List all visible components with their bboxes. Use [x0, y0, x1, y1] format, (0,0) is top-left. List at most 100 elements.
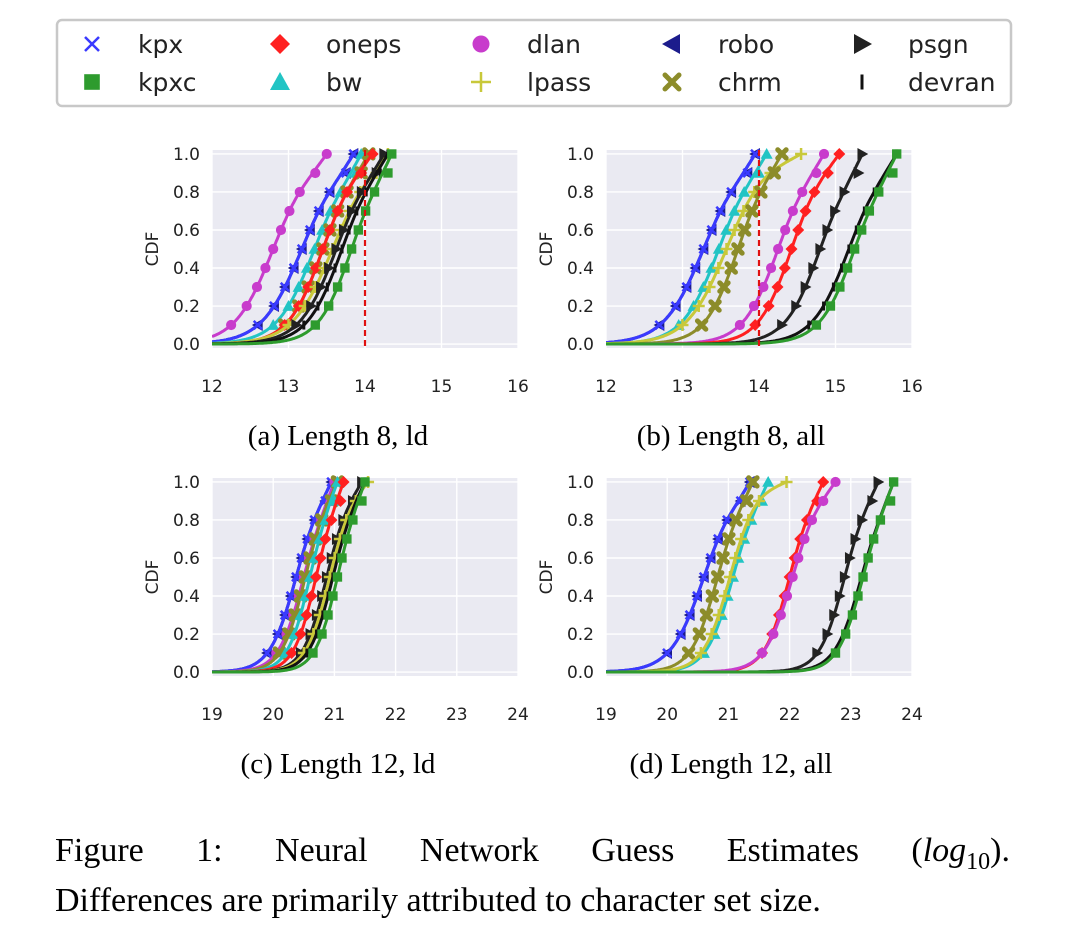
data-point-chrm — [708, 299, 722, 313]
data-point-kpxc — [874, 187, 884, 197]
data-point-kpxc — [857, 225, 867, 235]
data-point-kpxc — [357, 496, 367, 506]
data-point-kpxc — [324, 301, 334, 311]
data-point-kpx — [681, 281, 692, 293]
data-point-lpass — [735, 532, 748, 545]
data-point-lpass — [729, 551, 742, 564]
data-point-chrm — [740, 494, 754, 508]
data-point-kpx — [705, 552, 716, 564]
data-point-oneps — [808, 185, 821, 198]
y-tick-label: 0.6 — [173, 549, 200, 569]
data-point-dlan — [251, 281, 263, 293]
x-tick-label: 22 — [385, 705, 407, 725]
x-tick-label: 14 — [354, 377, 376, 397]
data-point-oneps — [310, 571, 323, 583]
y-tick-label: 0.8 — [567, 511, 594, 531]
x-tick-label: 21 — [718, 705, 740, 725]
data-point-lpass — [737, 204, 750, 217]
chart-b: 12 13 14 15 16 0.0 0.2 0.4 0.6 0.8 1.0 CDF — [537, 145, 923, 397]
caption-log: log — [922, 832, 967, 869]
data-point-bw — [728, 204, 741, 216]
data-point-psgn — [850, 532, 862, 545]
chart-panel-a: 12 13 14 15 16 0.0 0.2 0.4 0.6 0.8 1.0 CDF — [130, 130, 550, 410]
data-point-kpx — [291, 571, 302, 583]
legend: kpx oneps dlan robo psgn kpxc bw lpass chrm devra… — [55, 18, 1013, 108]
legend-marker-psgn — [854, 34, 872, 54]
data-point-dlan — [818, 495, 829, 507]
data-point-kpxc — [875, 515, 886, 525]
data-point-chrm — [710, 570, 725, 584]
data-point-kpx — [684, 609, 695, 621]
legend-frame — [55, 18, 1013, 108]
data-point-kpx — [692, 590, 703, 602]
data-point-kpxc — [348, 515, 358, 525]
data-point-lpass — [780, 475, 793, 488]
data-point-oneps — [334, 494, 347, 507]
x-tick-label: 13 — [278, 377, 300, 397]
data-point-dlan — [756, 647, 768, 659]
data-point-kpxc — [868, 534, 879, 544]
legend-label-oneps: oneps — [326, 30, 401, 59]
x-tick-label: 16 — [901, 377, 923, 397]
data-point-oneps — [300, 609, 313, 622]
x-tick-label: 12 — [595, 377, 617, 397]
data-point-psgn — [839, 185, 851, 198]
data-point-chrm — [775, 147, 789, 161]
caption-suffix: ). — [990, 832, 1010, 869]
series-group — [212, 475, 375, 674]
data-point-kpx — [715, 205, 726, 217]
plot-area — [212, 478, 518, 676]
data-point-kpxc — [849, 244, 860, 254]
data-point-dlan — [799, 533, 810, 545]
figure-caption-line1: Figure 1: Neural Network Guess Estimates… — [55, 828, 1010, 878]
x-tick-label: 16 — [507, 377, 529, 397]
data-point-psgn — [331, 243, 343, 255]
data-point-oneps — [785, 243, 798, 255]
data-point-psgn — [316, 281, 327, 294]
data-point-dlan — [830, 476, 841, 488]
data-point-lpass — [723, 571, 736, 583]
data-point-kpx — [690, 262, 701, 274]
data-point-kpx — [670, 300, 681, 312]
legend-label-dlan: dlan — [527, 30, 581, 59]
data-point-kpx — [742, 167, 753, 179]
series-line-kpxc — [212, 153, 394, 346]
data-point-bw — [300, 262, 313, 273]
legend-label-robo: robo — [718, 30, 774, 59]
data-point-dlan — [321, 148, 332, 160]
x-tick-label: 14 — [748, 377, 770, 397]
x-tick-label: 23 — [840, 705, 862, 725]
data-point-dlan — [310, 167, 321, 179]
data-point-kpx — [272, 628, 283, 640]
data-point-kpxc — [830, 648, 841, 658]
data-point-kpxc — [317, 629, 327, 639]
legend-marker-kpxc — [84, 74, 100, 90]
data-point-kpx — [304, 224, 316, 236]
data-point-bw — [292, 281, 305, 292]
legend-label-bw: bw — [326, 68, 362, 97]
x-tick-label: 20 — [262, 705, 284, 725]
data-point-kpxc — [353, 225, 363, 235]
data-point-oneps — [817, 475, 830, 488]
y-axis-label: CDF — [143, 560, 163, 595]
chart-c: 19 20 21 22 23 24 0.0 0.2 0.4 0.6 0.8 1.0 CDF — [143, 473, 529, 725]
data-point-lpass — [753, 494, 765, 507]
y-tick-label: 0.2 — [567, 625, 594, 645]
data-point-psgn — [324, 262, 335, 275]
data-point-lpass — [742, 513, 755, 526]
data-point-kpx — [279, 609, 291, 621]
data-point-kpxc — [308, 648, 318, 658]
data-point-kpx — [662, 647, 673, 659]
subcaption-b: (b) Length 8, all — [636, 420, 826, 452]
data-point-psgn — [379, 147, 391, 160]
data-point-oneps — [771, 281, 784, 294]
data-point-lpass — [718, 590, 731, 603]
x-tick-label: 20 — [656, 705, 678, 725]
data-point-kpx — [296, 243, 307, 255]
data-point-kpxc — [360, 477, 370, 487]
caption-log-base: 10 — [966, 848, 991, 875]
y-tick-label: 1.0 — [567, 473, 594, 493]
data-point-chrm — [692, 627, 707, 641]
data-point-kpxc — [840, 629, 851, 639]
legend-marker-dlan — [472, 35, 490, 53]
